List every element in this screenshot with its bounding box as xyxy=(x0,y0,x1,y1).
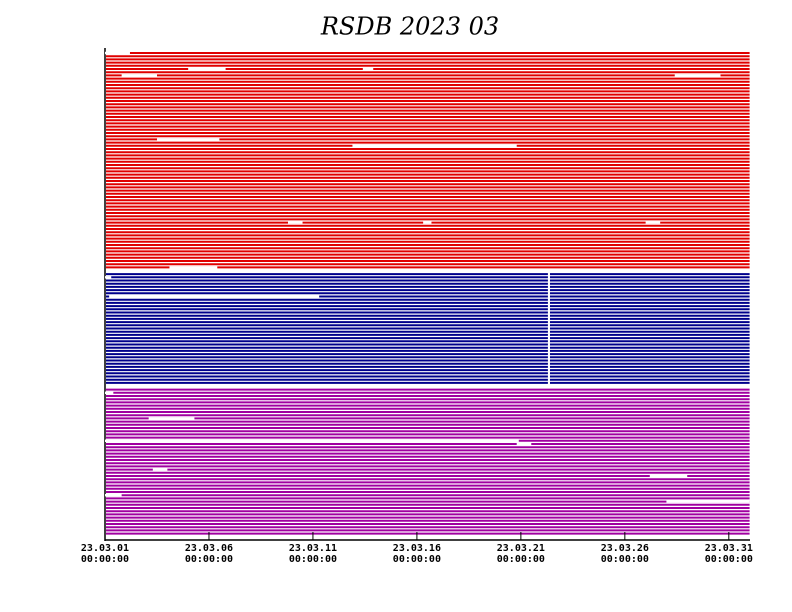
gap xyxy=(152,468,168,471)
x-tick-label: 23.03.06 00:00:00 xyxy=(184,543,234,565)
x-tick-label: 23.03.11 00:00:00 xyxy=(288,543,337,565)
gap xyxy=(148,417,195,420)
gap xyxy=(105,51,130,55)
column-gap xyxy=(547,272,550,385)
gap xyxy=(423,221,432,224)
gap xyxy=(516,442,532,446)
x-tick-label: 23.03.26 00:00:00 xyxy=(600,543,649,565)
gap xyxy=(352,144,517,147)
gap xyxy=(188,67,226,71)
gap xyxy=(109,295,320,298)
chart-title: RSDB 2023 03 xyxy=(320,13,499,41)
gap xyxy=(105,494,122,497)
gap xyxy=(666,500,750,503)
gap xyxy=(105,276,112,279)
x-tick-label: 23.03.01 00:00:00 xyxy=(80,543,130,565)
gap xyxy=(105,391,114,394)
gap xyxy=(287,221,303,224)
gap xyxy=(674,74,721,77)
gap xyxy=(649,474,688,478)
gap xyxy=(169,266,218,269)
gap xyxy=(645,221,661,224)
x-tick-label: 23.03.21 00:00:00 xyxy=(496,543,545,565)
gap xyxy=(362,67,374,71)
gap xyxy=(121,74,157,77)
x-tick-label: 23.03.16 00:00:00 xyxy=(392,543,441,565)
gap xyxy=(105,439,519,442)
gap xyxy=(156,138,220,141)
x-tick-label: 23.03.31 00:00:00 xyxy=(704,543,753,565)
